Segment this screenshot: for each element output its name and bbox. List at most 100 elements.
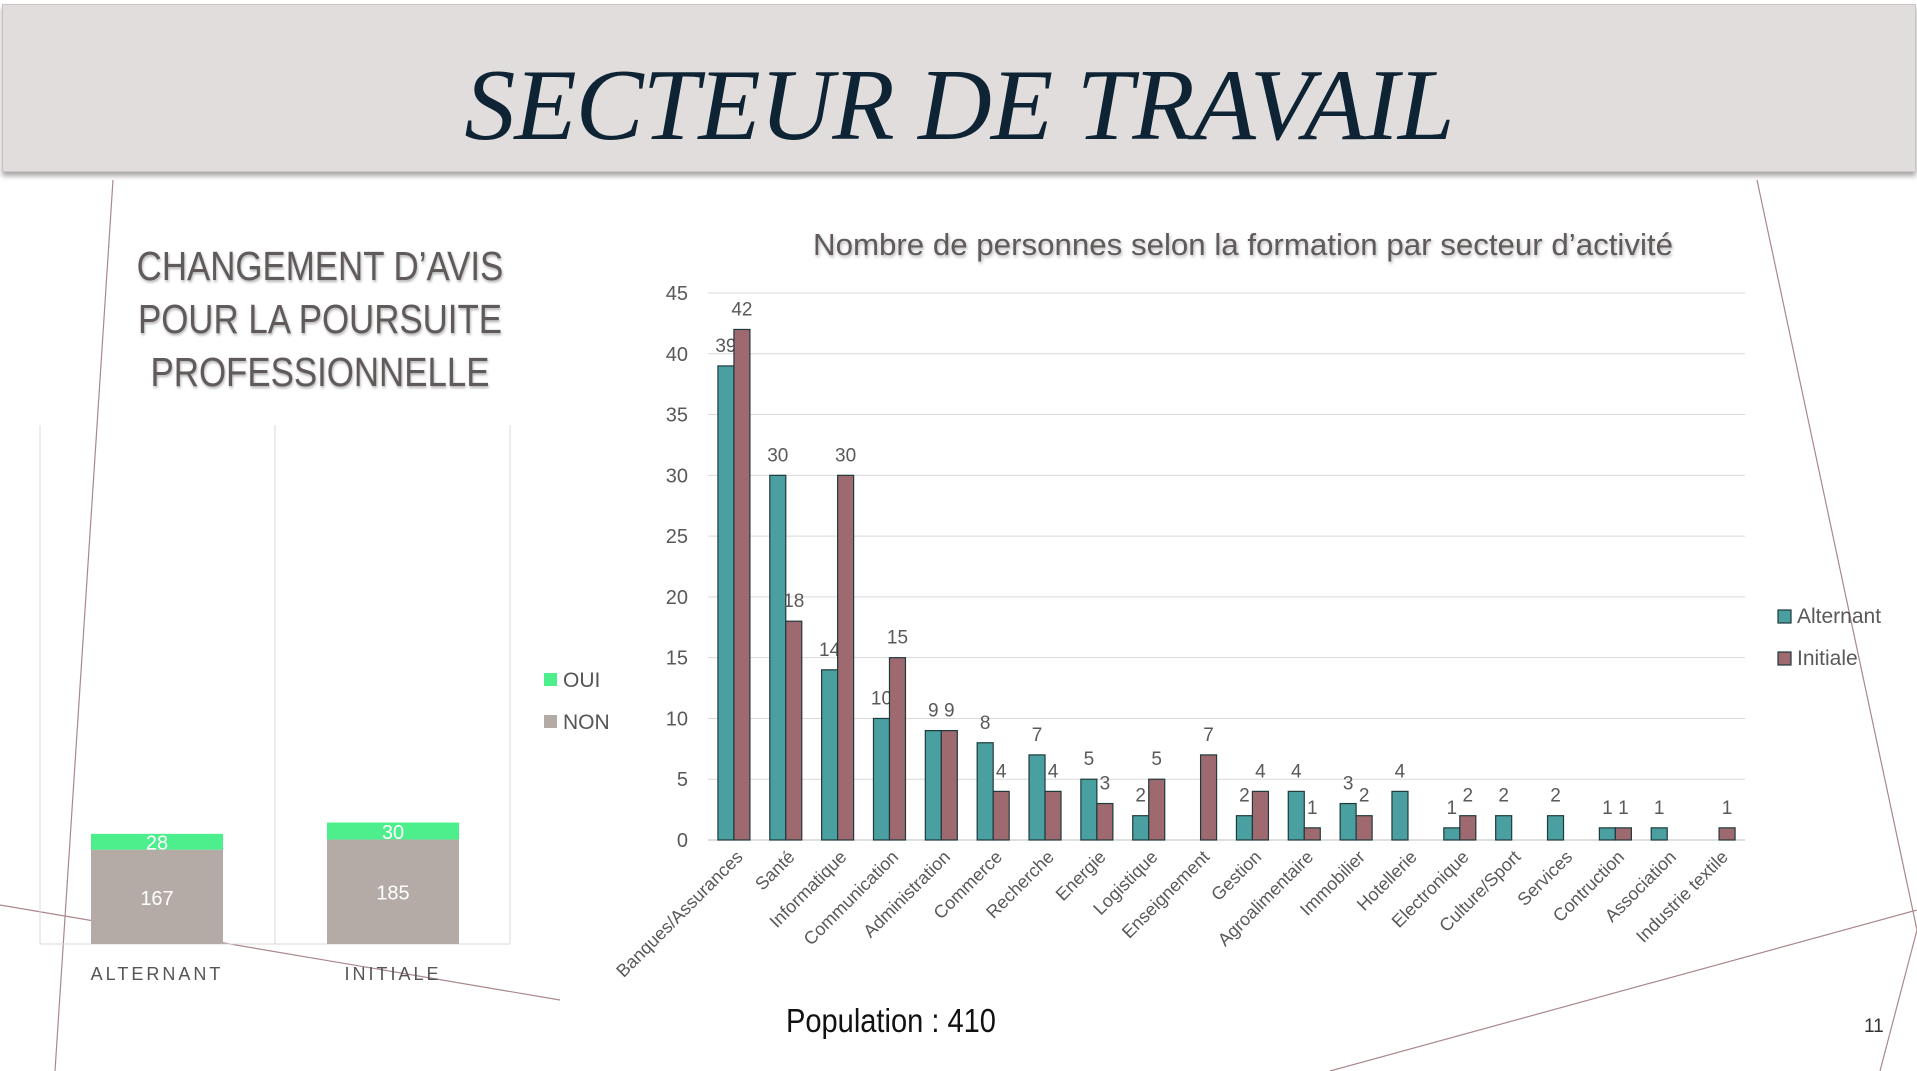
x-tick-label: Santé <box>751 847 798 894</box>
bar-alternant <box>821 669 839 841</box>
y-tick-label: 40 <box>666 344 688 366</box>
bar-initiale <box>1303 827 1321 841</box>
data-label: 1 <box>1447 798 1458 819</box>
left-chart-heading: CHANGEMENT D’AVIS POUR LA POURSUITE PROF… <box>125 240 516 399</box>
left-heading-line-3: PROFESSIONNELLE <box>150 349 490 395</box>
bar-alternant <box>1495 815 1513 841</box>
data-label: 4 <box>996 761 1007 782</box>
legend-swatch <box>1777 609 1792 624</box>
left-heading-line-1: CHANGEMENT D’AVIS <box>136 243 504 289</box>
slide-title: SECTEUR DE TRAVAIL <box>464 49 1454 162</box>
x-tick-label: Agroalimentaire <box>1214 847 1317 950</box>
bar-oui <box>91 833 223 850</box>
decorative-line <box>1756 179 1917 931</box>
population-label: Population : 410 <box>786 1002 996 1039</box>
y-tick-label: 25 <box>666 526 688 548</box>
data-label: 4 <box>1048 761 1059 782</box>
data-label: 30 <box>835 445 856 466</box>
data-label: 5 <box>1084 749 1095 770</box>
data-label: 30 <box>382 822 404 844</box>
legend-swatch <box>544 715 557 728</box>
decorative-line <box>1879 929 1917 1071</box>
bar-non <box>327 839 459 944</box>
data-label: 2 <box>1135 786 1146 807</box>
bar-non <box>91 849 223 944</box>
data-label: 2 <box>1498 786 1509 807</box>
bar-initiale <box>1251 790 1270 841</box>
data-label: 8 <box>980 713 991 734</box>
bar-initiale <box>733 328 751 841</box>
y-tick-label: 10 <box>666 708 688 730</box>
x-tick-label: Industrie textile <box>1632 847 1732 947</box>
data-label: 2 <box>1239 786 1250 807</box>
decorative-line <box>54 179 114 1071</box>
bar-alternant <box>1235 815 1254 841</box>
data-label: 39 <box>715 336 736 357</box>
bar-alternant <box>769 474 787 841</box>
bar-oui <box>327 822 459 840</box>
data-label: 2 <box>1359 786 1370 807</box>
data-label: 3 <box>1343 774 1354 795</box>
bar-alternant <box>1339 802 1357 841</box>
bar-alternant <box>872 717 891 841</box>
legend-swatch <box>544 673 557 686</box>
data-label: 4 <box>1291 761 1302 782</box>
x-tick-label: Communication <box>800 847 903 950</box>
bar-alternant <box>1650 827 1668 841</box>
bar-initiale <box>1096 802 1114 841</box>
page-number: 11 <box>1864 1016 1884 1037</box>
y-tick-label: 15 <box>666 648 688 670</box>
data-label: 30 <box>767 445 788 466</box>
legend-label: OUI <box>563 669 600 692</box>
data-label: 42 <box>731 299 752 320</box>
bar-alternant <box>1028 754 1046 841</box>
decorative-line <box>1329 909 1917 1071</box>
bar-initiale <box>1459 815 1477 841</box>
y-tick-label: 35 <box>666 405 688 427</box>
bar-initiale <box>1148 778 1166 841</box>
y-tick-label: 45 <box>666 283 688 305</box>
legend-label: NON <box>563 711 610 734</box>
data-label: 7 <box>1203 725 1214 746</box>
bar-alternant <box>976 742 994 841</box>
bar-alternant <box>924 729 942 841</box>
title-bar: SECTEUR DE TRAVAIL <box>2 4 1916 172</box>
data-label: 9 <box>944 701 955 722</box>
data-label: 3 <box>1100 774 1111 795</box>
bar-initiale <box>1044 790 1062 841</box>
data-label: 2 <box>1463 786 1474 807</box>
data-label: 5 <box>1151 749 1162 770</box>
bar-alternant <box>1391 790 1409 841</box>
x-tick-label: Banques/Assurances <box>612 847 746 981</box>
data-label: 167 <box>140 888 173 910</box>
data-label: 28 <box>146 833 168 855</box>
y-tick-label: 30 <box>666 465 688 487</box>
bar-initiale <box>785 620 803 841</box>
legend-label: Initiale <box>1797 647 1858 670</box>
bar-initiale <box>1199 754 1218 841</box>
y-tick-label: 20 <box>666 587 688 609</box>
data-label: 4 <box>1255 761 1266 782</box>
data-label: 9 <box>928 701 939 722</box>
x-tick-label: INITIALE <box>344 964 441 984</box>
bar-alternant <box>1132 815 1150 841</box>
bar-initiale <box>837 474 855 841</box>
bar-initiale <box>940 729 958 841</box>
data-label: 1 <box>1722 798 1733 819</box>
data-label: 1 <box>1602 798 1613 819</box>
bar-initiale <box>1355 815 1373 841</box>
bar-alternant <box>1287 790 1305 841</box>
bar-alternant <box>717 365 735 841</box>
legend-swatch <box>1777 651 1792 666</box>
bar-initiale <box>1614 827 1632 841</box>
y-tick-label: 5 <box>677 769 688 791</box>
data-label: 1 <box>1654 798 1665 819</box>
data-label: 10 <box>871 688 892 709</box>
data-label: 4 <box>1395 761 1406 782</box>
left-heading-line-2: POUR LA POURSUITE <box>137 296 503 342</box>
data-label: 14 <box>819 640 841 661</box>
data-label: 1 <box>1307 798 1318 819</box>
bar-initiale <box>888 657 907 841</box>
chart-title: Nombre de personnes selon la formation p… <box>813 227 1673 262</box>
